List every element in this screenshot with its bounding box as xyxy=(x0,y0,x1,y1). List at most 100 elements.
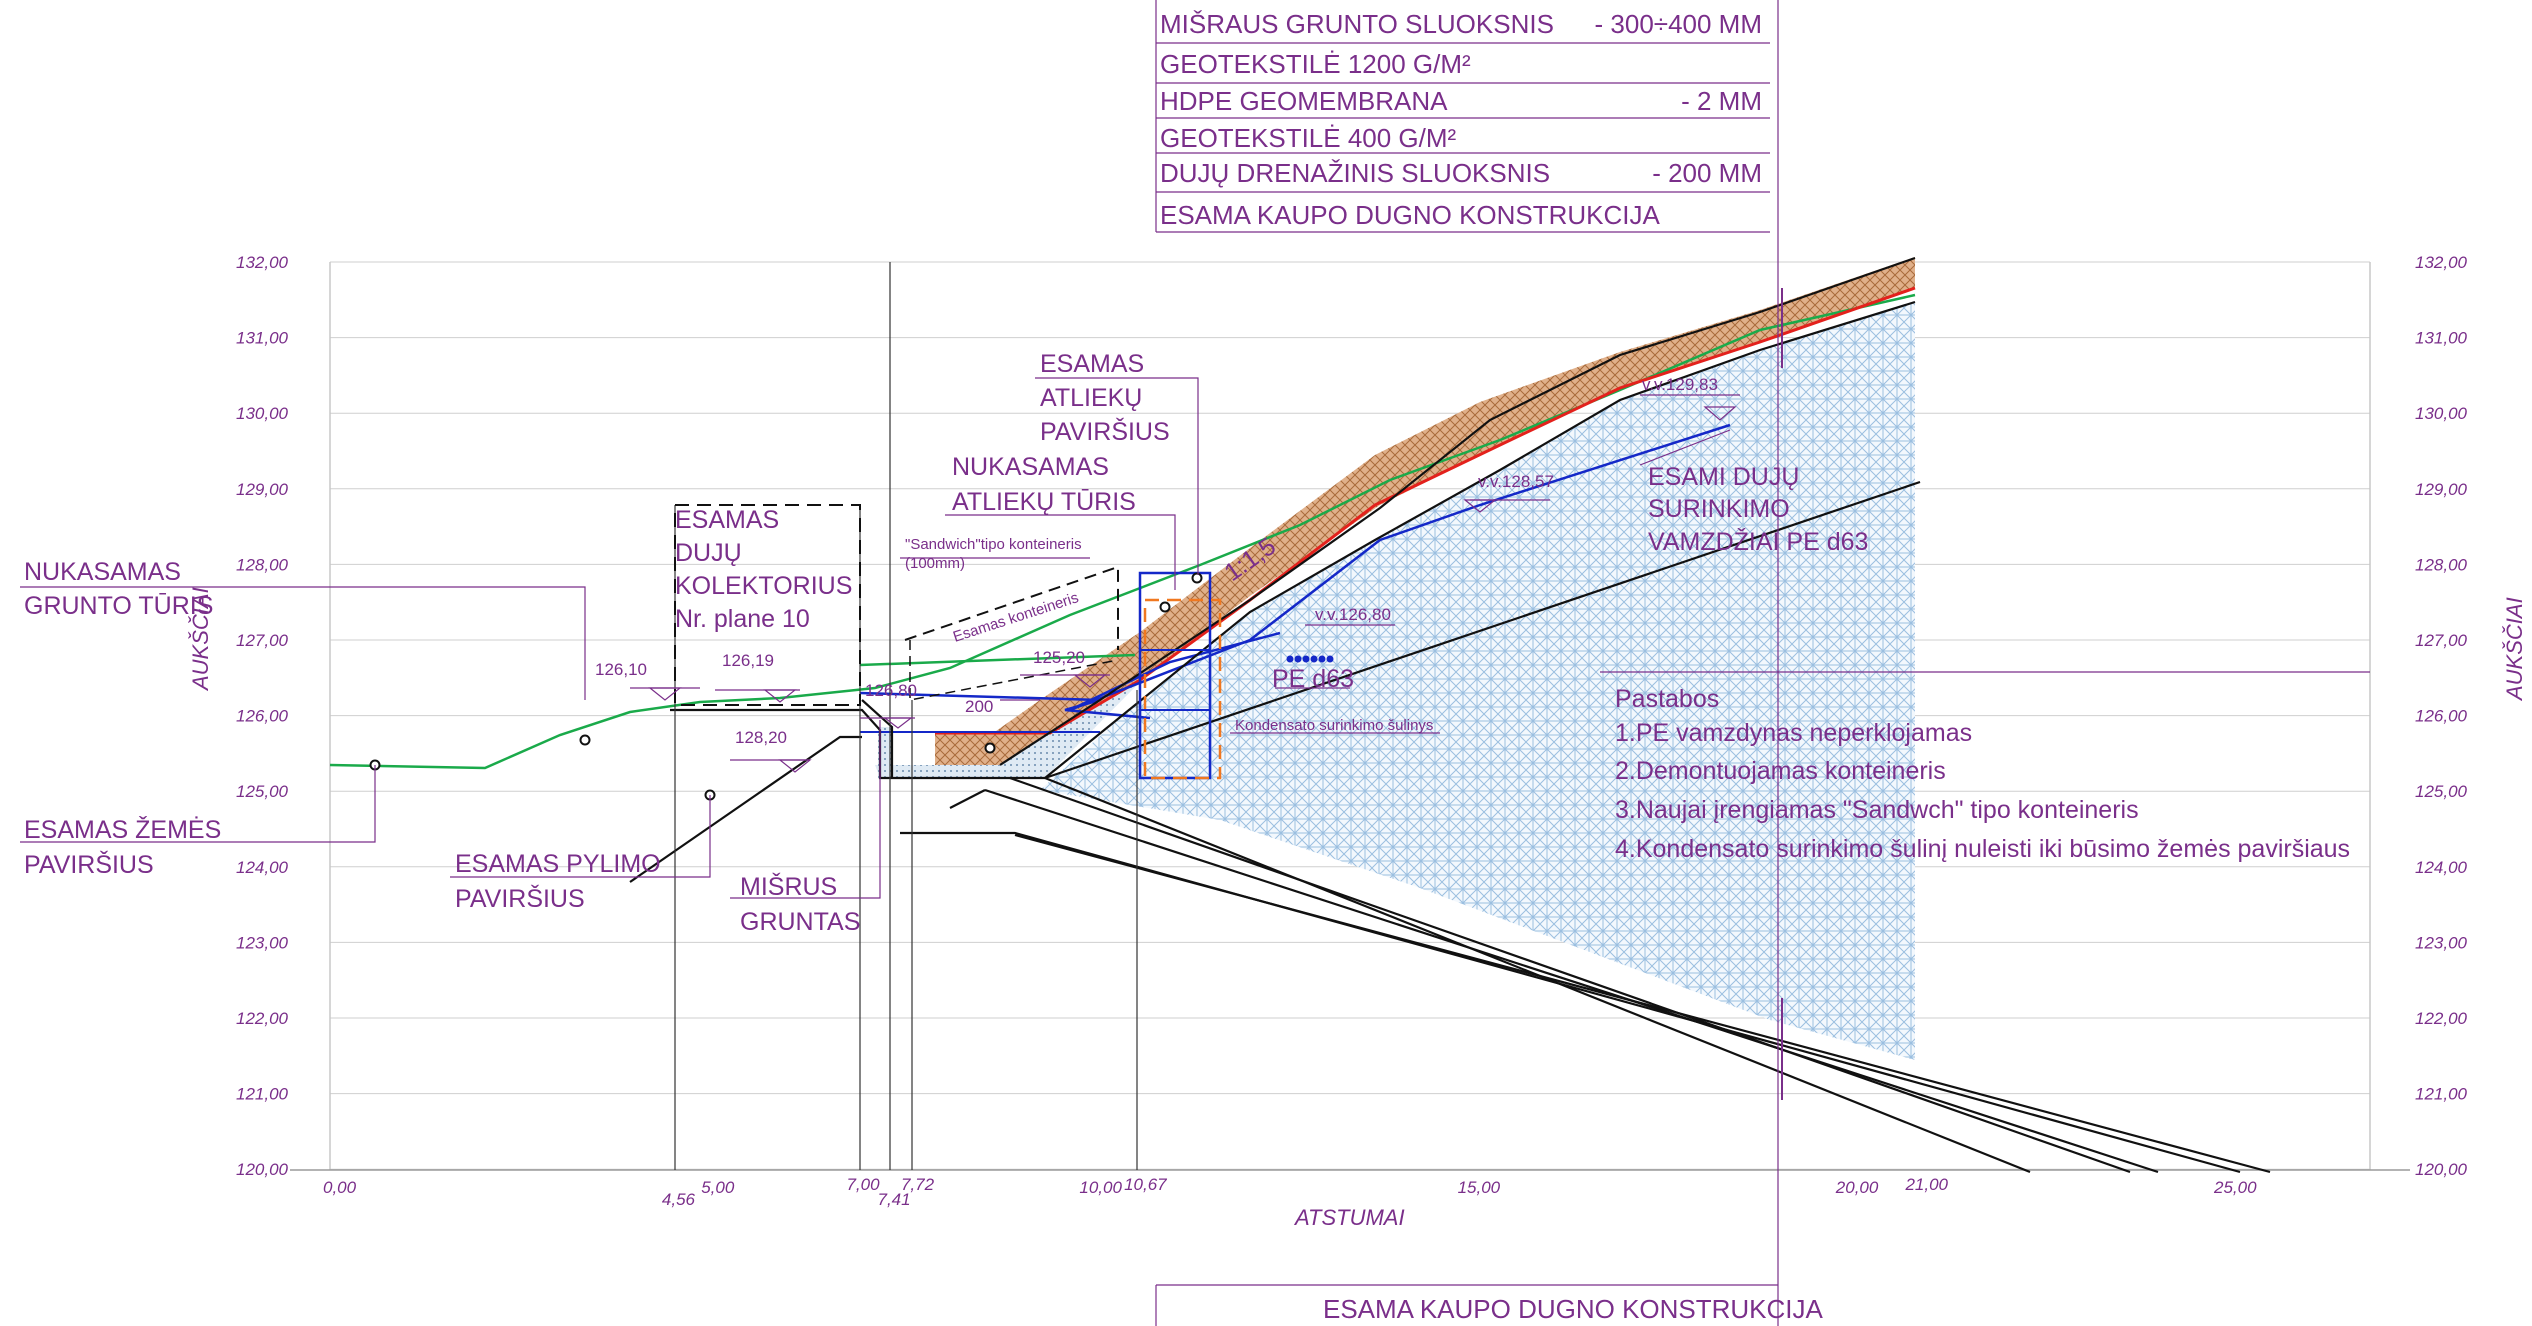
legend-row-value: - 2 MM xyxy=(1681,86,1762,116)
label-line: ESAMAS xyxy=(1040,350,1144,378)
label-nukasamas-atlieku-turis: NUKASAMAS ATLIEKŲ TŪRIS xyxy=(952,453,1136,516)
y-tick-label: 131,00 xyxy=(236,329,289,348)
embankment-surface xyxy=(629,735,862,883)
x-mark-label: 21,00 xyxy=(1904,1175,1948,1194)
elevation-label: 128,20 xyxy=(735,728,787,747)
label-line: NUKASAMAS xyxy=(24,558,181,586)
y-tick-label: 131,00 xyxy=(2415,329,2468,348)
base-liner-4 xyxy=(984,788,2159,1174)
gas-collector-box xyxy=(674,504,861,706)
label-line: "Sandwich"tipo konteineris xyxy=(905,536,1082,553)
legend-row-name: ESAMA KAUPO DUGNO KONSTRUKCIJA xyxy=(1160,200,1661,230)
legend-row-name: MIŠRAUS GRUNTO SLUOKSNIS xyxy=(1160,9,1554,39)
x-ticks: 0,00 5,00 10,00 15,00 20,00 25,00 4,56 7,007,41… xyxy=(323,1175,2257,1209)
y-axis-title-left: AUKŠČIAI xyxy=(188,587,213,692)
label-line: ESAMAS ŽEMĖS xyxy=(24,815,221,844)
y-tick-label: 122,00 xyxy=(236,1009,289,1028)
liner-line-1 xyxy=(1044,300,1916,779)
y-tick-label: 127,00 xyxy=(236,631,289,650)
y-tick-label: 121,00 xyxy=(236,1085,289,1104)
label-line: MIŠRUS xyxy=(740,872,837,901)
y-tick-label: 126,00 xyxy=(2415,707,2468,726)
label-misrus-gruntas: MIŠRUS GRUNTAS xyxy=(740,872,860,936)
label-line: Nr. plane 10 xyxy=(675,605,810,633)
legend-row-name: DUJŲ DRENAŽINIS SLUOKSNIS xyxy=(1160,158,1550,188)
legend-row-name: GEOTEKSTILĖ 400 G/M² xyxy=(1160,123,1457,153)
x-tick-label: 15,00 xyxy=(1458,1178,1501,1197)
x-tick-label: 5,00 xyxy=(701,1178,735,1197)
base-liner-6 xyxy=(900,831,2241,1174)
label-line: VAMZDŽIAI PE d63 xyxy=(1648,527,1868,556)
drainage-layer xyxy=(875,672,1150,778)
y-tick-label: 125,00 xyxy=(236,782,289,801)
label-line: GRUNTAS xyxy=(740,908,860,936)
label-line: ATLIEKŲ xyxy=(1040,384,1142,412)
legend-row: ESAMA KAUPO DUGNO KONSTRUKCIJA xyxy=(1156,200,1770,233)
y-tick-label: 132,00 xyxy=(236,253,289,272)
legend-row-value: - 300÷400 MM xyxy=(1595,9,1762,39)
label-condensate-well: Kondensato surinkimo šulinys xyxy=(1235,717,1433,734)
y-tick-label: 130,00 xyxy=(236,404,289,423)
x-tick-label: 20,00 xyxy=(1835,1178,1879,1197)
legend-row-value: - 200 MM xyxy=(1652,158,1762,188)
note-item: 3.Naujai įrengiamas "Sandwch" tipo konte… xyxy=(1615,796,2139,824)
elevation-label: 126,80 xyxy=(865,681,917,700)
green-short-line xyxy=(859,653,1136,667)
y-tick-label: 120,00 xyxy=(236,1160,289,1179)
legend-bottom-label: ESAMA KAUPO DUGNO KONSTRUKCIJA xyxy=(1323,1294,1824,1324)
leader-lines xyxy=(20,0,2370,1326)
label-esamas-atlieku-pavirsius: ESAMAS ATLIEKŲ PAVIRŠIUS xyxy=(1040,350,1170,446)
label-line: SURINKIMO xyxy=(1648,495,1790,523)
legend-row: GEOTEKSTILĖ 400 G/M² xyxy=(1156,123,1770,154)
proposed-surface-red xyxy=(935,286,1916,735)
label-line: ESAMI DUJŲ xyxy=(1648,463,1799,491)
legend-row-name: GEOTEKSTILĖ 1200 G/M² xyxy=(1160,49,1471,79)
layer-legend: MIŠRAUS GRUNTO SLUOKSNIS - 300÷400 MM GE… xyxy=(1156,9,1770,233)
y-tick-label: 122,00 xyxy=(2415,1009,2468,1028)
label-line: ESAMAS PYLIMO xyxy=(455,850,661,878)
y-tick-label: 126,00 xyxy=(236,707,289,726)
base-liner-1 xyxy=(1044,480,1921,780)
elevation-markers xyxy=(630,394,1740,773)
ditch-bottom xyxy=(949,789,986,809)
label-sandwich-container: "Sandwich"tipo konteineris (100mm) xyxy=(905,536,1082,572)
y-tick-label: 121,00 xyxy=(2415,1085,2468,1104)
y-tick-label: 132,00 xyxy=(2415,253,2468,272)
x-mark-label: 7,41 xyxy=(877,1190,910,1209)
x-axis-title: ATSTUMAI xyxy=(1293,1205,1405,1230)
pe-d63-pipes xyxy=(1286,655,1334,663)
label-line: DUJŲ xyxy=(675,539,742,567)
y-axis-title-right: AUKŠČIAI xyxy=(2502,597,2527,702)
label-dim-200: 200 xyxy=(965,697,993,716)
notes-title: Pastabos xyxy=(1615,685,1719,713)
liner-line-2 xyxy=(999,256,1916,766)
waste-body-hatch xyxy=(1040,302,1915,1060)
elevation-label: v.v.128,57 xyxy=(1478,472,1554,491)
label-esamas-duju-kolektorius: ESAMAS DUJŲ KOLEKTORIUS Nr. plane 10 xyxy=(675,506,852,633)
elevation-label: 126,19 xyxy=(722,651,774,670)
x-mark-label: 7,00 xyxy=(846,1175,880,1194)
label-line: GRUNTO TŪRIS xyxy=(24,592,213,620)
y-tick-label: 128,00 xyxy=(236,555,289,574)
y-tick-label: 125,00 xyxy=(2415,782,2468,801)
legend-row: GEOTEKSTILĖ 1200 G/M² xyxy=(1156,49,1770,84)
elevation-label: 125,20 xyxy=(1033,648,1085,667)
label-nukasamas-grunto-turis: NUKASAMAS GRUNTO TŪRIS xyxy=(24,558,213,620)
label-line: PAVIRŠIUS xyxy=(455,884,585,913)
note-item: 1.PE vamzdynas neperklojamas xyxy=(1615,719,1972,747)
notes-block: Pastabos 1.PE vamzdynas neperklojamas 2.… xyxy=(1615,685,2350,863)
label-esami-duju-vamzdziai: ESAMI DUJŲ SURINKIMO VAMZDŽIAI PE d63 xyxy=(1648,463,1868,556)
x-mark-label: 7,72 xyxy=(901,1175,935,1194)
label-line: ATLIEKŲ TŪRIS xyxy=(952,488,1136,516)
blue-pipe-3 xyxy=(1069,631,1281,712)
y-tick-label: 120,00 xyxy=(2415,1160,2468,1179)
label-line: ESAMAS xyxy=(675,506,779,534)
y-tick-label: 127,00 xyxy=(2415,631,2468,650)
condensate-well-orange xyxy=(1143,598,1222,780)
label-line: PAVIRŠIUS xyxy=(1040,417,1170,446)
y-tick-label: 129,00 xyxy=(236,480,289,499)
y-tick-label: 124,00 xyxy=(2415,858,2468,877)
label-line: NUKASAMAS xyxy=(952,453,1109,481)
note-item: 4.Kondensato surinkimo šulinį nuleisti i… xyxy=(1615,835,2350,863)
elevation-label: v.v.129,83 xyxy=(1642,375,1718,394)
